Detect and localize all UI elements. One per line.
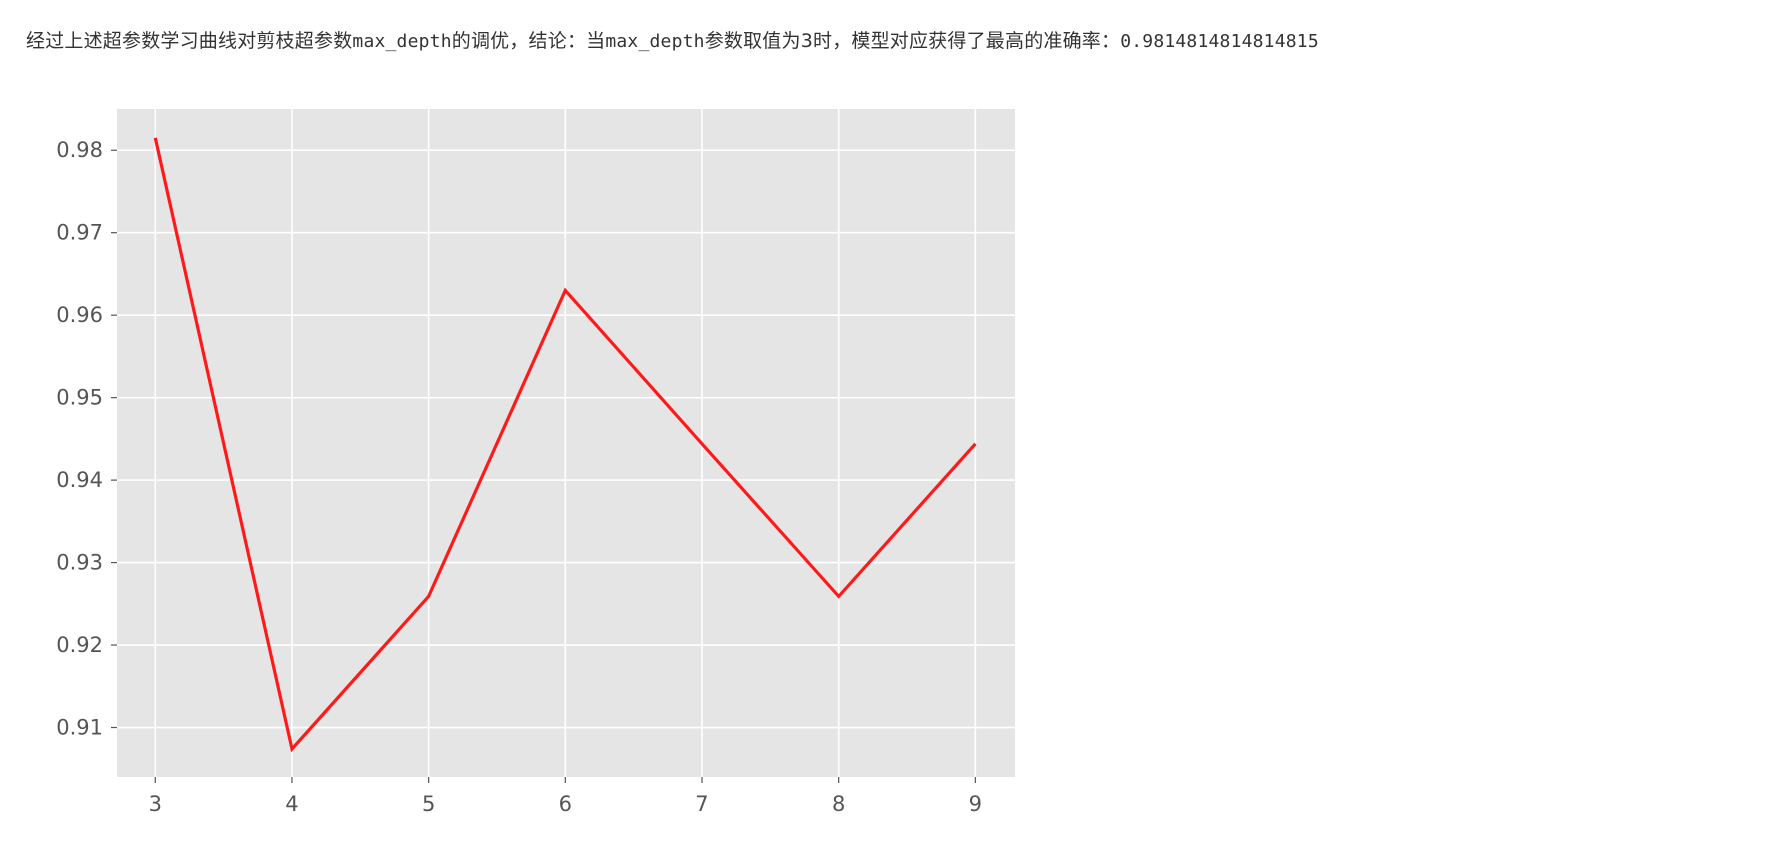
- x-tick-label: 7: [695, 792, 708, 816]
- y-tick-label: 0.93: [56, 551, 103, 575]
- x-tick-label: 6: [559, 792, 572, 816]
- x-tick-label: 5: [422, 792, 435, 816]
- y-tick-label: 0.98: [56, 138, 103, 162]
- x-tick-label: 8: [832, 792, 845, 816]
- y-tick-label: 0.94: [56, 468, 103, 492]
- y-tick-label: 0.96: [56, 303, 103, 327]
- y-tick-label: 0.97: [56, 221, 103, 245]
- x-tick-label: 4: [285, 792, 298, 816]
- x-tick-label: 3: [149, 792, 162, 816]
- y-tick-label: 0.92: [56, 633, 103, 657]
- y-tick-label: 0.91: [56, 716, 103, 740]
- y-tick-label: 0.95: [56, 386, 103, 410]
- x-tick-label: 9: [969, 792, 982, 816]
